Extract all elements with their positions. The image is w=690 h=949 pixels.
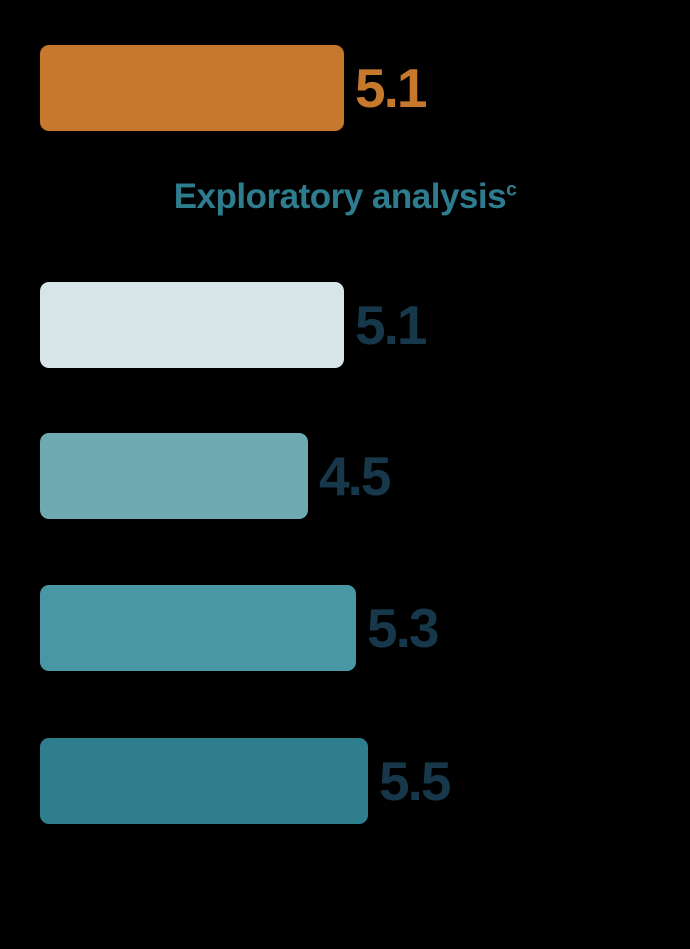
bar xyxy=(40,45,344,131)
bar-value-label: 5.1 xyxy=(355,293,427,356)
bar-value-label: 5.1 xyxy=(355,56,427,119)
bar xyxy=(40,738,368,824)
bar-value-label: 5.5 xyxy=(379,749,451,812)
bar-row: 5.3 xyxy=(40,585,439,671)
bar-row: 5.1 xyxy=(40,282,427,368)
bar-value-label: 4.5 xyxy=(319,444,391,507)
section-title-text: Exploratory analysis xyxy=(173,177,507,216)
bar xyxy=(40,282,344,368)
bar xyxy=(40,585,356,671)
bar-row: 4.5 xyxy=(40,433,391,519)
bar xyxy=(40,433,308,519)
bar-row: 5.1 xyxy=(40,45,427,131)
section-title: Exploratory analysisc xyxy=(0,177,690,217)
section-title-footnote-marker: c xyxy=(506,179,517,201)
bar-row: 5.5 xyxy=(40,738,451,824)
bar-value-label: 5.3 xyxy=(367,596,439,659)
